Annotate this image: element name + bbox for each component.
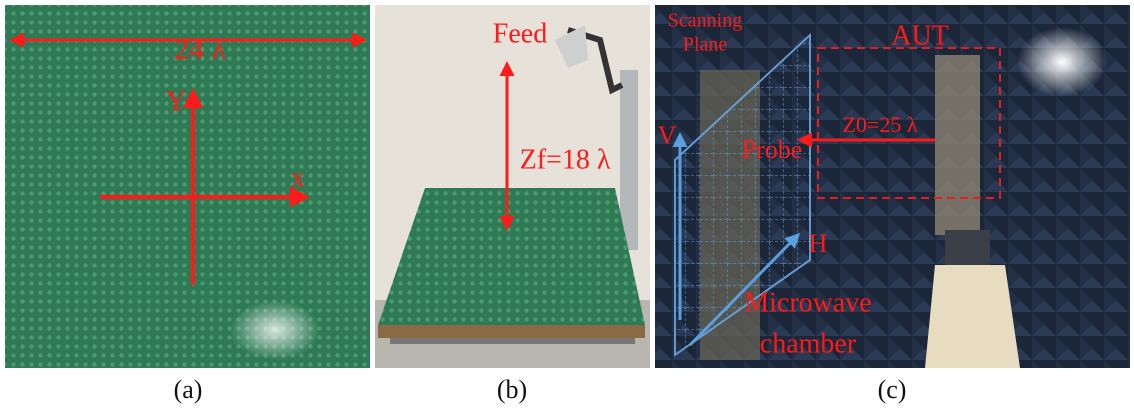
x-label: x <box>291 162 305 193</box>
caption: (b) <box>497 375 527 404</box>
caption: (a) <box>174 375 203 404</box>
feed-label: Feed <box>493 18 547 49</box>
y-label: Y <box>166 86 186 117</box>
chamber-label: chamber <box>760 328 857 359</box>
scan-label: Scanning <box>668 10 742 32</box>
caption: (c) <box>878 375 907 404</box>
focal-label: Zf=18 λ <box>520 144 611 175</box>
panel-a: 24 λ Y x <box>5 5 370 368</box>
aut-label: AUT <box>891 20 949 51</box>
chamber-label: Microwave <box>744 287 872 318</box>
probe-label: Probe <box>742 135 803 164</box>
distance-label: Z0=25 λ <box>842 112 917 137</box>
v-label: V <box>658 121 677 150</box>
figure: 24 λ Y x Feed Zf=18 λ Scanning Plane AUT <box>0 0 1134 412</box>
h-label: H <box>809 229 828 258</box>
board-photo <box>378 188 645 325</box>
panel-c: Scanning Plane AUT Z0=25 λ V Probe H Mic… <box>655 5 1130 368</box>
panel-b: Feed Zf=18 λ <box>375 5 650 368</box>
width-label: 24 λ <box>174 33 227 66</box>
scan-label: Plane <box>683 34 728 56</box>
